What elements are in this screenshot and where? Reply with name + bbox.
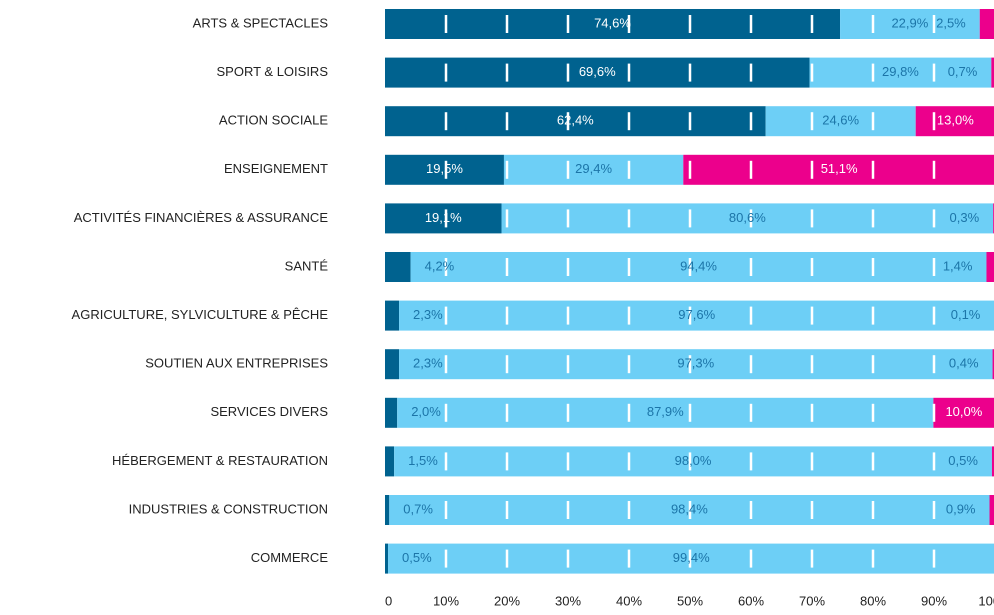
category-label: INDUSTRIES & CONSTRUCTION <box>129 501 328 516</box>
value-label: 0,9% <box>946 501 976 516</box>
bar-segment <box>765 106 916 137</box>
value-label: 87,9% <box>647 404 684 419</box>
category-label: SERVICES DIVERS <box>210 404 328 419</box>
bar-segment <box>385 349 400 380</box>
bar-segment <box>991 446 994 477</box>
bar-segment <box>399 300 994 331</box>
value-label: 97,3% <box>677 356 714 371</box>
bar-segment <box>385 543 389 574</box>
value-label: 74,6% <box>594 15 631 30</box>
bar-segment <box>385 446 395 477</box>
x-tick-label: 50% <box>677 593 703 608</box>
value-label: 13,0% <box>937 113 974 128</box>
x-tick-label: 80% <box>860 593 886 608</box>
bar-segment <box>397 397 934 428</box>
bar-segment <box>979 9 994 39</box>
value-label: 2,3% <box>413 307 443 322</box>
category-label: COMMERCE <box>251 550 329 565</box>
value-label: 69,6% <box>579 64 616 79</box>
value-label: 97,6% <box>678 307 715 322</box>
value-label: 94,4% <box>680 258 717 273</box>
value-label: 2,5% <box>936 15 966 30</box>
value-label: 0,4% <box>949 356 979 371</box>
value-label: 1,5% <box>408 453 438 468</box>
value-label: 62,4% <box>557 113 594 128</box>
x-tick-label: 90% <box>921 593 947 608</box>
bar-segment <box>385 9 841 39</box>
bar-segment <box>503 154 684 185</box>
bar-segment <box>933 397 994 428</box>
x-tick-label: 40% <box>616 593 642 608</box>
value-label: 0,7% <box>403 501 433 516</box>
x-tick-label: 60% <box>738 593 764 608</box>
value-label: 0,7% <box>948 64 978 79</box>
value-label: 0,5% <box>948 453 978 468</box>
bar-segment <box>385 203 502 234</box>
value-label: 19,1% <box>425 210 462 225</box>
x-tick-label: 30% <box>555 593 581 608</box>
value-label: 29,8% <box>882 64 919 79</box>
bar-segment <box>385 106 766 137</box>
value-label: 10,0% <box>945 404 982 419</box>
bar-segment <box>385 57 810 88</box>
category-label: AGRICULTURE, SYLVICULTURE & PÊCHE <box>72 307 329 322</box>
category-label: SPORT & LOISIRS <box>216 64 328 79</box>
category-label: SOUTIEN AUX ENTREPRISES <box>145 356 328 371</box>
bar-segment <box>992 349 994 380</box>
bar-segment <box>385 300 400 331</box>
value-label: 99,4% <box>673 550 710 565</box>
bar-segment <box>385 252 411 282</box>
value-label: 1,4% <box>943 258 973 273</box>
x-tick-label: 70% <box>799 593 825 608</box>
value-label: 22,9% <box>891 15 928 30</box>
x-tick-label: 0 <box>385 593 392 608</box>
value-label: 0,3% <box>950 210 980 225</box>
bar-segment <box>385 154 504 185</box>
value-label: 24,6% <box>822 113 859 128</box>
x-tick-label: 10% <box>433 593 459 608</box>
value-label: 98,4% <box>671 501 708 516</box>
bar-segment <box>989 495 994 525</box>
bar-segment <box>809 57 992 88</box>
category-label: ENSEIGNEMENT <box>224 161 328 176</box>
value-label: 98,0% <box>675 453 712 468</box>
category-label: SANTÉ <box>285 258 329 273</box>
category-label: ACTION SOCIALE <box>219 113 328 128</box>
x-tick-label: 100% <box>978 593 994 608</box>
category-label: HÉBERGEMENT & RESTAURATION <box>112 453 328 468</box>
bar-segment <box>385 397 398 428</box>
category-label: ACTIVITÉS FINANCIÈRES & ASSURANCE <box>74 210 329 225</box>
bar-segment <box>501 203 994 234</box>
bar-segment <box>385 495 390 525</box>
value-label: 4,2% <box>425 258 455 273</box>
x-tick-label: 20% <box>494 593 520 608</box>
value-label: 80,6% <box>729 210 766 225</box>
bar-segment <box>683 154 994 185</box>
bar-segment <box>915 106 994 137</box>
value-label: 29,4% <box>575 161 612 176</box>
bar-segment <box>394 446 992 477</box>
bar-segment <box>840 9 980 39</box>
value-label: 19,5% <box>426 161 463 176</box>
value-label: 2,0% <box>411 404 441 419</box>
bar-segment <box>991 57 994 88</box>
value-label: 0,1% <box>951 307 981 322</box>
value-label: 2,3% <box>413 356 443 371</box>
bar-segment <box>399 349 993 380</box>
value-label: 51,1% <box>821 161 858 176</box>
category-label: ARTS & SPECTACLES <box>193 15 329 30</box>
bar-segment <box>986 252 994 282</box>
value-label: 0,5% <box>402 550 432 565</box>
